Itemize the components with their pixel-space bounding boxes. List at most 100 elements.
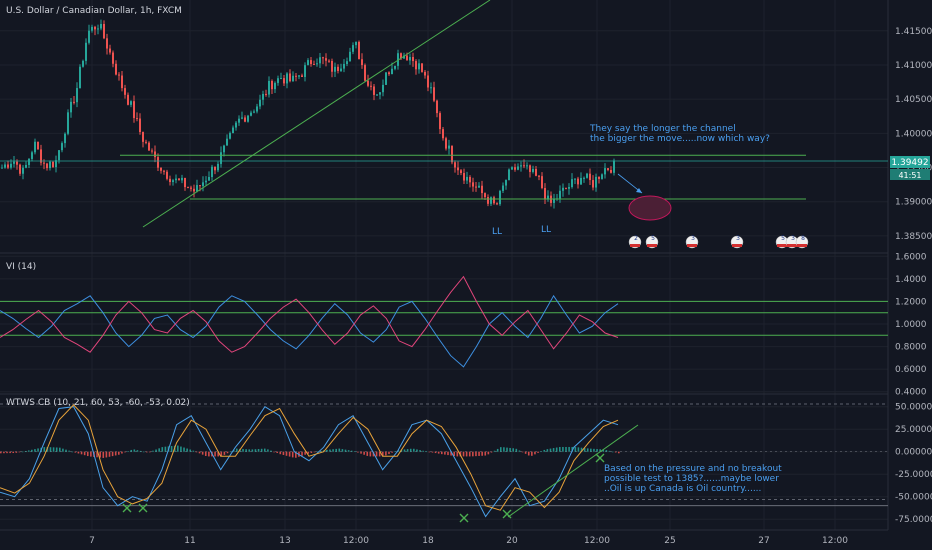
candle-body: [316, 63, 318, 65]
wt-histogram[interactable]: [0, 445, 620, 458]
histogram-bar: [590, 448, 592, 452]
candle-body: [418, 63, 420, 70]
candle-body: [511, 167, 513, 170]
histogram-bar: [549, 448, 552, 452]
candle-body: [136, 118, 138, 120]
wt-drawings[interactable]: [122, 424, 639, 523]
histogram-bar: [201, 451, 204, 455]
histogram-bar: [55, 447, 58, 452]
x-tick-label: 12:00: [343, 536, 369, 546]
histogram-bar: [245, 449, 247, 452]
candle-body: [493, 197, 495, 204]
last-price-badge: [890, 156, 930, 168]
candle-body: [544, 188, 546, 200]
candle-body: [109, 48, 111, 53]
main-annotation-line-1: They say the longer the channel: [589, 124, 736, 134]
histogram-bar: [599, 449, 601, 452]
histogram-bar: [431, 451, 434, 453]
candle-body: [403, 55, 405, 59]
uptrend-line[interactable]: [142, 0, 491, 228]
candle-body: [94, 26, 96, 30]
histogram-bar: [43, 447, 46, 452]
histogram-bar: [214, 451, 216, 457]
histogram-bar: [257, 449, 260, 452]
histogram-bar: [397, 450, 400, 452]
candle-body: [466, 176, 468, 181]
histogram-bar: [220, 451, 223, 457]
histogram-bar: [357, 451, 359, 453]
histogram-bar: [71, 451, 74, 453]
candle-body: [571, 179, 573, 188]
histogram-bar: [177, 445, 179, 452]
candle-body: [64, 133, 66, 144]
countdown-badge: [890, 169, 930, 180]
histogram-bar: [34, 449, 36, 452]
candle-body: [589, 173, 591, 181]
y-tick-label: 1.38500: [895, 232, 932, 242]
candle-body: [412, 57, 414, 62]
vi-series[interactable]: [0, 275, 619, 368]
event-badge-count: 8: [801, 235, 805, 242]
histogram-bar: [158, 448, 160, 452]
candle-body: [562, 187, 564, 191]
indicator-line[interactable]: [0, 294, 619, 368]
histogram-bar: [568, 446, 570, 452]
wt-series[interactable]: [0, 404, 619, 518]
candle-body: [169, 178, 171, 183]
candle-body: [469, 176, 471, 183]
cross-marker-icon: [122, 503, 132, 513]
price-axis-background: [888, 0, 932, 550]
histogram-bar: [524, 451, 527, 454]
drawings[interactable]: [0, 0, 888, 228]
candle-body: [355, 41, 357, 46]
cross-marker-icon: [138, 503, 148, 513]
candle-body: [595, 176, 597, 188]
histogram-bar: [6, 451, 8, 454]
candle-body: [181, 177, 183, 181]
y-tick-label: 0.00000: [895, 448, 932, 458]
histogram-bar: [285, 451, 288, 456]
histogram-bar: [453, 451, 456, 457]
indicator-line[interactable]: [0, 404, 619, 511]
histogram-bar: [496, 448, 499, 452]
histogram-bar: [96, 451, 98, 458]
candle-body: [115, 63, 117, 75]
candle-body: [49, 161, 51, 169]
histogram-bar: [338, 448, 341, 452]
candle-body: [70, 101, 72, 113]
histogram-bar: [319, 450, 322, 452]
target-ellipse[interactable]: [628, 195, 672, 221]
candle-body: [502, 185, 504, 191]
candle-body: [313, 64, 315, 66]
candle-body: [376, 94, 378, 96]
histogram-bar: [62, 448, 64, 452]
candle-body: [208, 177, 210, 181]
indicator-line[interactable]: [0, 275, 619, 353]
histogram-bar: [127, 451, 129, 452]
candle-body: [484, 193, 486, 198]
histogram-bar: [450, 451, 452, 456]
y-tick-label: 1.39500: [895, 164, 932, 174]
candlestick-series[interactable]: [1, 19, 615, 209]
candle-body: [508, 169, 510, 181]
candle-body: [157, 157, 159, 168]
x-tick-label: 13: [279, 536, 290, 546]
candle-body: [7, 164, 9, 168]
candle-body: [211, 166, 213, 178]
candle-body: [124, 88, 126, 95]
main-annotation-line-2: the bigger the move.....now which way?: [590, 134, 770, 144]
candle-body: [88, 30, 90, 43]
wt-uptrend-line[interactable]: [507, 424, 639, 518]
time-axis-ticks: 7 11 13 12:00 18 20 12:00 25 27 12:00: [89, 536, 848, 546]
candle-body: [217, 163, 219, 171]
candle-body: [85, 42, 87, 61]
indicator-line[interactable]: [0, 406, 619, 518]
histogram-bar: [375, 451, 378, 457]
last-price-value: 1.39492: [891, 158, 928, 168]
event-badge-count: 5: [651, 235, 655, 242]
histogram-bar: [183, 447, 185, 452]
candle-body: [385, 72, 387, 85]
candle-body: [370, 85, 372, 87]
